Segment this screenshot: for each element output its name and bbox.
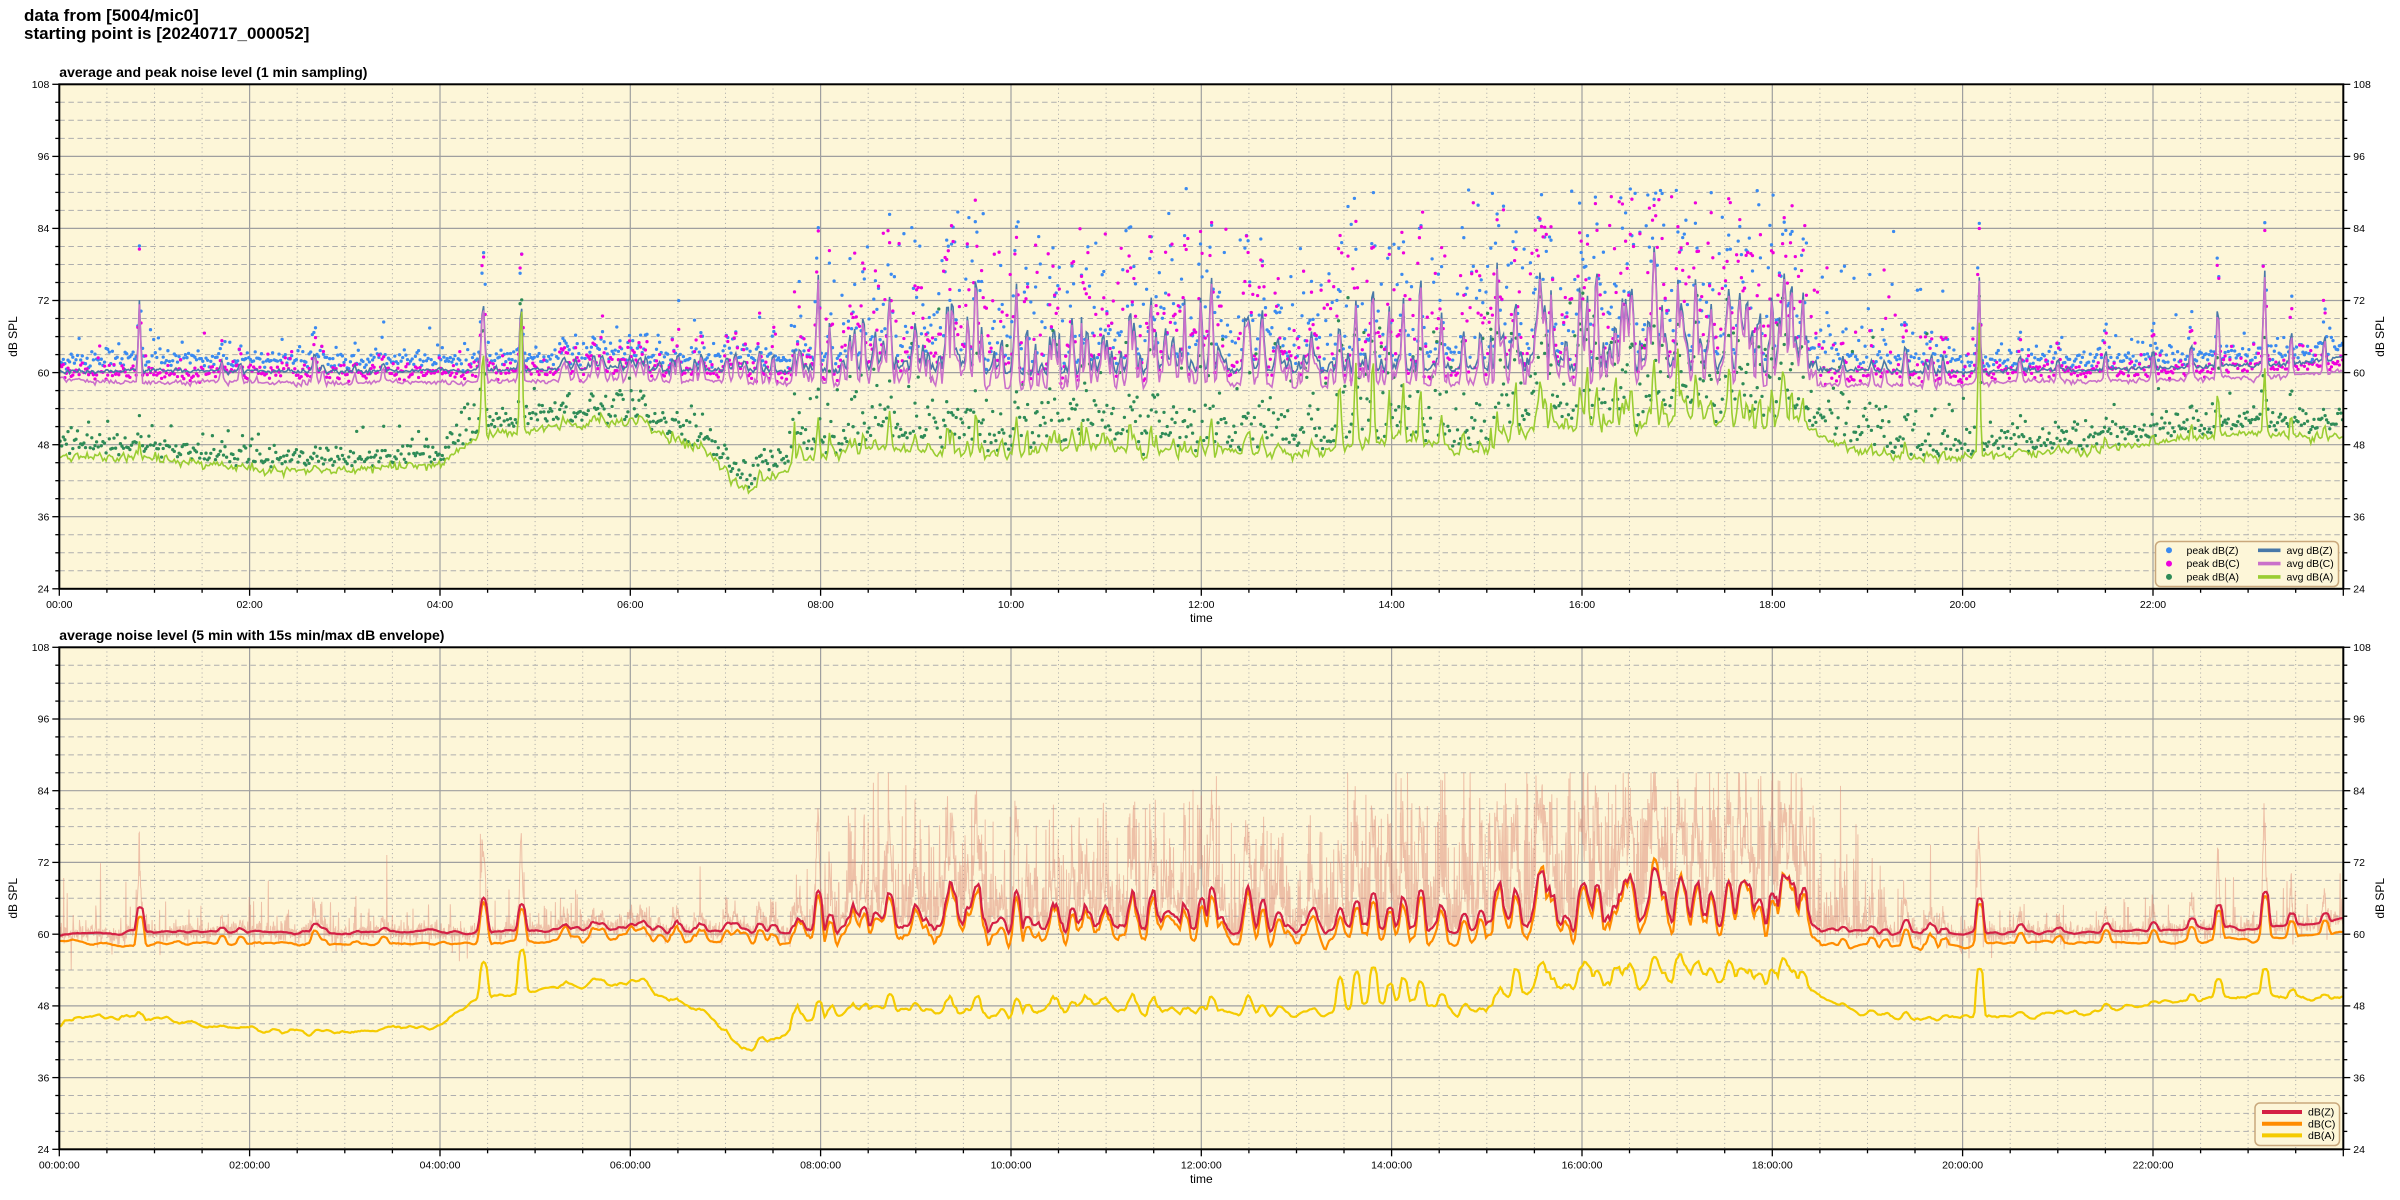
svg-text:60: 60 (2353, 929, 2365, 941)
svg-text:36: 36 (38, 511, 50, 523)
svg-text:72: 72 (38, 857, 50, 869)
svg-text:peak dB(Z): peak dB(Z) (2187, 545, 2239, 557)
svg-text:04:00: 04:00 (427, 599, 453, 611)
svg-text:84: 84 (2353, 223, 2365, 235)
svg-text:00:00: 00:00 (46, 599, 72, 611)
svg-text:avg dB(A): avg dB(A) (2287, 572, 2334, 584)
svg-text:dB SPL: dB SPL (6, 316, 20, 357)
svg-text:avg dB(C): avg dB(C) (2287, 558, 2334, 570)
svg-text:20:00: 20:00 (1949, 599, 1975, 611)
svg-text:starting point is [20240717_00: starting point is [20240717_000052] (24, 24, 309, 43)
svg-text:108: 108 (32, 79, 50, 91)
svg-text:48: 48 (38, 1001, 50, 1013)
svg-text:06:00: 06:00 (617, 599, 643, 611)
svg-text:16:00:00: 16:00:00 (1562, 1159, 1603, 1171)
svg-text:108: 108 (2353, 79, 2371, 91)
svg-text:72: 72 (2353, 295, 2365, 307)
svg-text:16:00: 16:00 (1569, 599, 1595, 611)
svg-text:average and peak noise level (: average and peak noise level (1 min samp… (59, 64, 367, 80)
svg-text:02:00:00: 02:00:00 (229, 1159, 270, 1171)
svg-text:14:00:00: 14:00:00 (1371, 1159, 1412, 1171)
svg-text:dB(Z): dB(Z) (2308, 1107, 2334, 1119)
svg-text:48: 48 (2353, 1001, 2365, 1013)
svg-text:14:00: 14:00 (1378, 599, 1404, 611)
svg-text:20:00:00: 20:00:00 (1942, 1159, 1983, 1171)
svg-text:dB SPL: dB SPL (2373, 316, 2387, 357)
svg-text:48: 48 (38, 439, 50, 451)
svg-text:96: 96 (2353, 151, 2365, 163)
svg-text:24: 24 (38, 584, 50, 596)
svg-text:peak dB(A): peak dB(A) (2187, 572, 2240, 584)
svg-text:peak dB(C): peak dB(C) (2187, 558, 2240, 570)
svg-text:time: time (1190, 611, 1213, 625)
svg-text:08:00:00: 08:00:00 (800, 1159, 841, 1171)
svg-text:96: 96 (38, 714, 50, 726)
svg-text:02:00: 02:00 (236, 599, 262, 611)
svg-text:avg dB(Z): avg dB(Z) (2287, 545, 2333, 557)
svg-text:60: 60 (38, 929, 50, 941)
svg-text:10:00:00: 10:00:00 (991, 1159, 1032, 1171)
svg-text:12:00:00: 12:00:00 (1181, 1159, 1222, 1171)
svg-text:96: 96 (2353, 714, 2365, 726)
svg-text:84: 84 (38, 223, 50, 235)
svg-text:22:00:00: 22:00:00 (2133, 1159, 2174, 1171)
svg-text:60: 60 (2353, 367, 2365, 379)
svg-text:dB(C): dB(C) (2308, 1118, 2335, 1130)
svg-text:72: 72 (2353, 857, 2365, 869)
svg-text:84: 84 (38, 785, 50, 797)
svg-text:72: 72 (38, 295, 50, 307)
svg-text:06:00:00: 06:00:00 (610, 1159, 651, 1171)
svg-text:24: 24 (2353, 1144, 2365, 1156)
svg-text:04:00:00: 04:00:00 (420, 1159, 461, 1171)
svg-text:60: 60 (38, 367, 50, 379)
svg-text:108: 108 (32, 642, 50, 654)
svg-text:dB SPL: dB SPL (6, 878, 20, 919)
svg-text:00:00:00: 00:00:00 (39, 1159, 80, 1171)
svg-text:time: time (1190, 1172, 1213, 1186)
svg-text:18:00: 18:00 (1759, 599, 1785, 611)
svg-text:108: 108 (2353, 642, 2371, 654)
svg-text:18:00:00: 18:00:00 (1752, 1159, 1793, 1171)
svg-text:36: 36 (38, 1072, 50, 1084)
svg-text:average noise level (5 min wit: average noise level (5 min with 15s min/… (59, 627, 444, 643)
svg-text:22:00: 22:00 (2140, 599, 2166, 611)
svg-text:96: 96 (38, 151, 50, 163)
svg-text:84: 84 (2353, 785, 2365, 797)
svg-text:48: 48 (2353, 439, 2365, 451)
svg-text:10:00: 10:00 (998, 599, 1024, 611)
svg-text:36: 36 (2353, 511, 2365, 523)
svg-text:12:00: 12:00 (1188, 599, 1214, 611)
svg-text:36: 36 (2353, 1072, 2365, 1084)
svg-text:08:00: 08:00 (807, 599, 833, 611)
svg-text:24: 24 (38, 1144, 50, 1156)
svg-text:dB SPL: dB SPL (2373, 878, 2387, 919)
svg-text:data from [5004/mic0]: data from [5004/mic0] (24, 6, 199, 25)
svg-text:dB(A): dB(A) (2308, 1130, 2335, 1142)
svg-text:24: 24 (2353, 584, 2365, 596)
